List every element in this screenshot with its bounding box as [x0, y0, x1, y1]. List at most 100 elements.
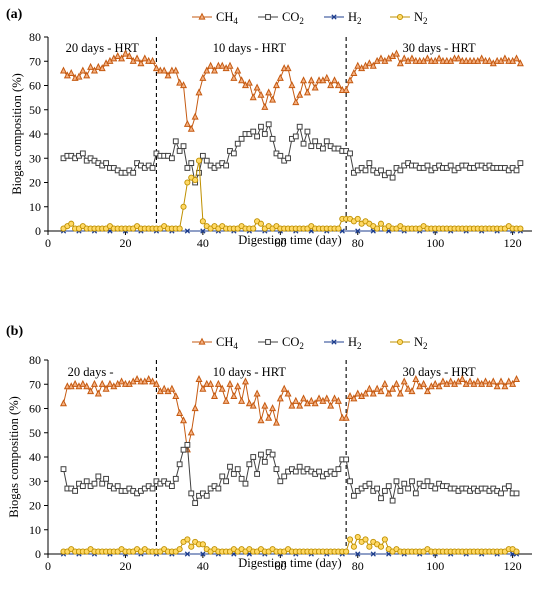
data-point-ch4 — [94, 62, 102, 70]
data-point-ch4 — [203, 66, 211, 74]
y-tick-label: 40 — [29, 127, 41, 141]
data-point-ch4 — [377, 387, 385, 395]
data-point-ch4 — [478, 54, 486, 62]
x-tick-label: 40 — [197, 236, 209, 250]
data-point-co2 — [343, 456, 350, 463]
data-point-co2 — [296, 463, 303, 470]
data-point-co2 — [281, 473, 288, 480]
phase-label: 10 days - HRT — [213, 365, 287, 379]
phase-label: 10 days - HRT — [213, 41, 287, 55]
data-point-n2 — [199, 218, 206, 225]
data-point-co2 — [517, 160, 524, 166]
data-point-n2 — [517, 225, 524, 232]
data-point-ch4 — [331, 394, 339, 402]
data-point-ch4 — [214, 379, 222, 387]
data-point-ch4 — [396, 389, 404, 397]
data-point-co2 — [378, 495, 384, 502]
data-point-ch4 — [288, 81, 296, 89]
data-point-n2 — [362, 536, 369, 543]
data-point-co2 — [234, 140, 241, 147]
data-point-co2 — [265, 121, 272, 128]
data-point-ch4 — [133, 374, 141, 382]
data-point-co2 — [203, 157, 210, 164]
data-point-ch4 — [331, 76, 339, 84]
data-point-n2 — [184, 536, 191, 543]
data-point-ch4 — [365, 384, 373, 392]
data-point-co2 — [254, 133, 260, 140]
data-point-ch4 — [152, 379, 160, 387]
data-point-ch4 — [389, 384, 397, 392]
data-point-ch4 — [292, 396, 300, 404]
y-tick-label: 50 — [29, 103, 41, 117]
data-point-n2 — [513, 548, 520, 555]
data-point-ch4 — [288, 401, 296, 409]
x-axis-title: Digestion time (day) — [238, 556, 341, 570]
series-n2 — [60, 533, 520, 555]
data-point-co2 — [103, 475, 109, 482]
data-point-co2 — [308, 143, 315, 150]
data-point-ch4 — [361, 389, 370, 397]
data-point-ch4 — [245, 399, 253, 407]
data-point-co2 — [269, 135, 276, 142]
data-point-co2 — [199, 152, 206, 159]
y-tick-label: 10 — [29, 200, 41, 214]
y-tick-label: 60 — [29, 79, 41, 93]
data-point-ch4 — [164, 71, 172, 79]
data-point-ch4 — [458, 374, 466, 382]
y-tick-label: 50 — [29, 426, 41, 440]
data-point-ch4 — [346, 76, 354, 84]
series-co2 — [60, 441, 520, 506]
x-tick-label: 40 — [197, 559, 209, 573]
data-point-co2 — [409, 478, 415, 485]
data-point-ch4 — [354, 61, 362, 69]
data-point-n2 — [377, 543, 385, 550]
data-point-co2 — [238, 475, 245, 482]
legend-label-h2: H2 — [348, 335, 362, 351]
data-point-co2 — [79, 483, 86, 490]
data-point-ch4 — [284, 389, 292, 397]
data-point-ch4 — [501, 382, 509, 390]
data-point-ch4 — [423, 54, 431, 62]
data-point-ch4 — [241, 377, 249, 385]
data-point-ch4 — [485, 56, 493, 64]
data-point-h2 — [184, 551, 191, 557]
legend-marker-n2 — [396, 338, 404, 346]
legend-marker-h2 — [331, 339, 337, 345]
data-point-co2 — [180, 446, 187, 453]
data-point-ch4 — [381, 379, 389, 387]
data-point-co2 — [234, 466, 241, 473]
data-point-co2 — [285, 155, 291, 162]
data-point-ch4 — [210, 391, 219, 399]
data-point-ch4 — [327, 401, 335, 409]
data-point-co2 — [250, 454, 257, 460]
legend-label-h2: H2 — [348, 10, 362, 26]
data-point-co2 — [215, 485, 222, 492]
data-point-co2 — [203, 492, 210, 499]
data-point-ch4 — [292, 98, 300, 106]
data-point-ch4 — [145, 374, 153, 382]
data-point-co2 — [91, 480, 98, 487]
data-point-ch4 — [482, 377, 490, 385]
data-point-ch4 — [137, 59, 145, 67]
data-point-co2 — [393, 478, 400, 485]
series-co2 — [60, 121, 524, 186]
legend-marker-co2 — [265, 339, 271, 345]
phase-label: 30 days - HRT — [402, 365, 476, 379]
data-point-ch4 — [400, 54, 408, 62]
data-point-ch4 — [253, 83, 261, 91]
data-point-n2 — [343, 548, 350, 555]
legend: CH4 CO2 H2 N2 — [192, 335, 428, 351]
data-point-ch4 — [284, 64, 292, 72]
data-point-h2 — [200, 551, 206, 557]
data-point-ch4 — [350, 68, 358, 76]
data-point-h2 — [200, 228, 206, 234]
data-point-ch4 — [222, 396, 230, 404]
data-point-co2 — [83, 478, 90, 485]
data-point-co2 — [366, 160, 373, 166]
panel-label: (a) — [6, 7, 23, 22]
x-axis-title: Digestion time (day) — [238, 233, 341, 247]
data-point-ch4 — [257, 416, 265, 424]
data-point-ch4 — [114, 51, 122, 59]
x-tick-label: 0 — [45, 559, 51, 573]
